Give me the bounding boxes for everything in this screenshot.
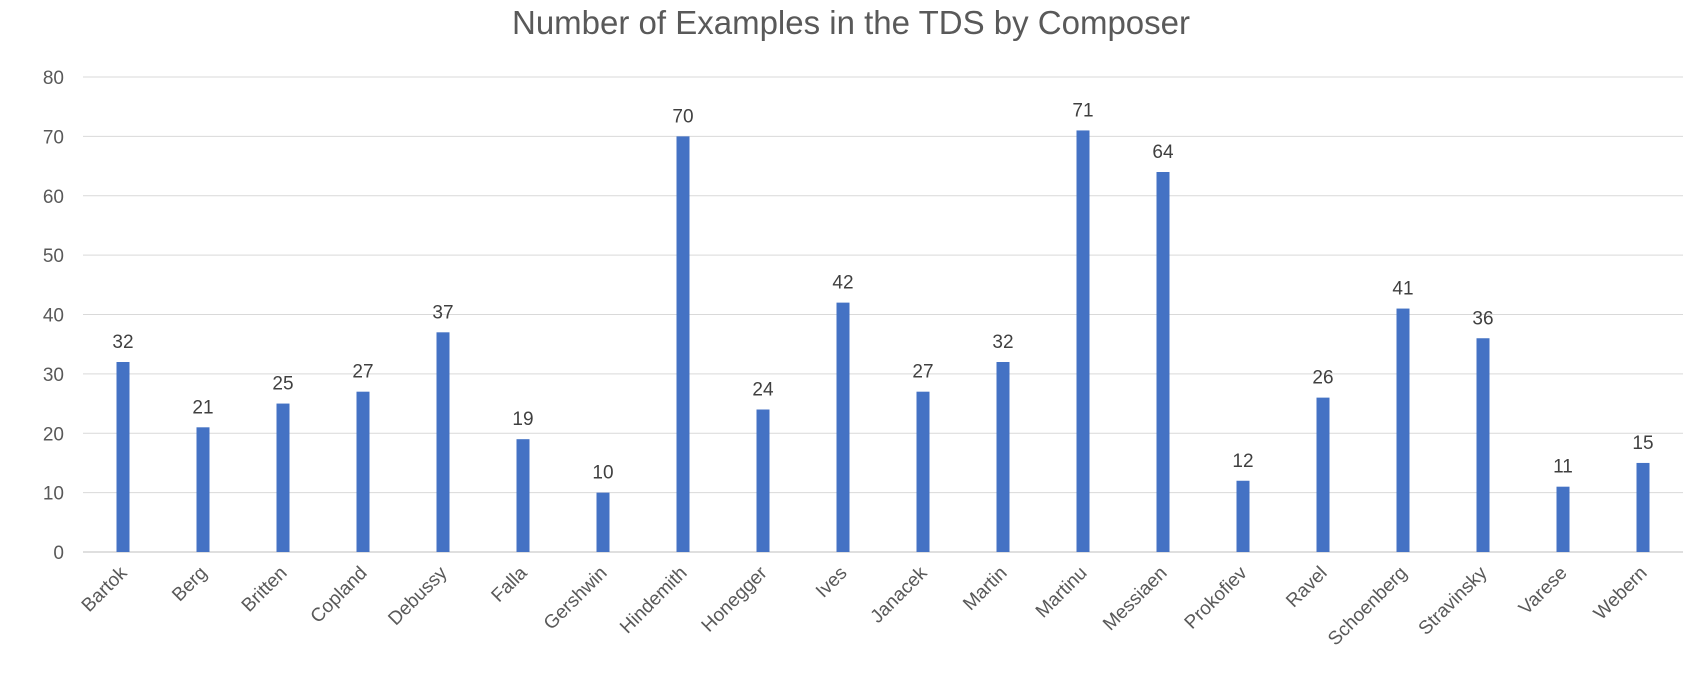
x-tick-label: Falla bbox=[488, 562, 532, 606]
data-label: 32 bbox=[112, 332, 133, 353]
data-label: 25 bbox=[272, 374, 293, 395]
x-tick-label: Messiaen bbox=[1099, 563, 1171, 635]
bar bbox=[1236, 480, 1250, 552]
data-label: 41 bbox=[1392, 279, 1413, 300]
y-tick-label: 50 bbox=[43, 246, 64, 267]
bar bbox=[436, 332, 450, 552]
bar bbox=[756, 409, 770, 552]
bar bbox=[596, 492, 610, 552]
bar bbox=[276, 403, 290, 552]
y-tick-label: 20 bbox=[43, 424, 64, 445]
data-label: 36 bbox=[1472, 308, 1493, 329]
y-tick-label: 40 bbox=[43, 306, 64, 327]
x-tick-label: Britten bbox=[238, 563, 292, 617]
x-tick-label: Gershwin bbox=[540, 563, 612, 635]
y-tick-label: 70 bbox=[43, 127, 64, 148]
x-tick-label: Janacek bbox=[867, 562, 932, 627]
y-tick-label: 80 bbox=[43, 68, 64, 89]
bar bbox=[516, 439, 530, 552]
data-label: 27 bbox=[352, 362, 373, 383]
bar bbox=[1316, 397, 1330, 552]
data-label: 37 bbox=[432, 302, 453, 323]
x-tick-label: Ives bbox=[812, 563, 851, 602]
bar bbox=[1556, 486, 1570, 552]
data-label: 19 bbox=[512, 409, 533, 430]
data-label: 64 bbox=[1152, 142, 1174, 163]
x-tick-label: Honegger bbox=[698, 562, 772, 636]
bar bbox=[196, 427, 210, 552]
x-tick-label: Prokofiev bbox=[1181, 562, 1252, 633]
data-label: 32 bbox=[992, 332, 1013, 353]
x-tick-label: Martin bbox=[959, 563, 1011, 615]
bar bbox=[996, 362, 1010, 552]
data-label: 24 bbox=[752, 380, 774, 401]
x-tick-label: Stravinsky bbox=[1415, 562, 1492, 639]
bar bbox=[676, 136, 690, 552]
bar bbox=[1636, 462, 1650, 552]
bar bbox=[356, 391, 370, 552]
bar bbox=[916, 391, 930, 552]
x-tick-label: Martinu bbox=[1032, 563, 1092, 623]
y-tick-label: 0 bbox=[53, 543, 64, 564]
bar bbox=[116, 362, 130, 552]
y-tick-label: 30 bbox=[43, 365, 64, 386]
y-tick-label: 10 bbox=[43, 484, 64, 505]
x-tick-label: Copland bbox=[307, 563, 372, 628]
chart-title: Number of Examples in the TDS by Compose… bbox=[512, 4, 1190, 41]
x-tick-label: Schoenberg bbox=[1324, 563, 1411, 650]
x-tick-label: Varese bbox=[1515, 563, 1571, 619]
x-tick-label: Hindemith bbox=[616, 563, 691, 638]
x-tick-label: Debussy bbox=[384, 562, 451, 629]
bar bbox=[1156, 172, 1170, 552]
data-label: 26 bbox=[1312, 368, 1333, 389]
data-label: 21 bbox=[192, 397, 213, 418]
data-label: 27 bbox=[912, 362, 933, 383]
data-label: 12 bbox=[1232, 451, 1253, 472]
x-tick-label: Webern bbox=[1590, 563, 1652, 625]
bar bbox=[1396, 308, 1410, 552]
bar bbox=[1476, 338, 1490, 552]
data-label: 42 bbox=[832, 273, 853, 294]
data-label: 70 bbox=[672, 106, 693, 127]
data-label: 15 bbox=[1632, 433, 1653, 454]
data-label: 10 bbox=[592, 463, 613, 484]
data-label: 71 bbox=[1072, 100, 1093, 121]
x-tick-label: Bartok bbox=[78, 562, 132, 616]
data-label: 11 bbox=[1553, 457, 1573, 478]
x-tick-label: Ravel bbox=[1282, 563, 1331, 612]
x-tick-label: Berg bbox=[168, 563, 211, 606]
bar bbox=[1076, 130, 1090, 552]
bar bbox=[836, 302, 850, 552]
y-tick-label: 60 bbox=[43, 187, 64, 208]
